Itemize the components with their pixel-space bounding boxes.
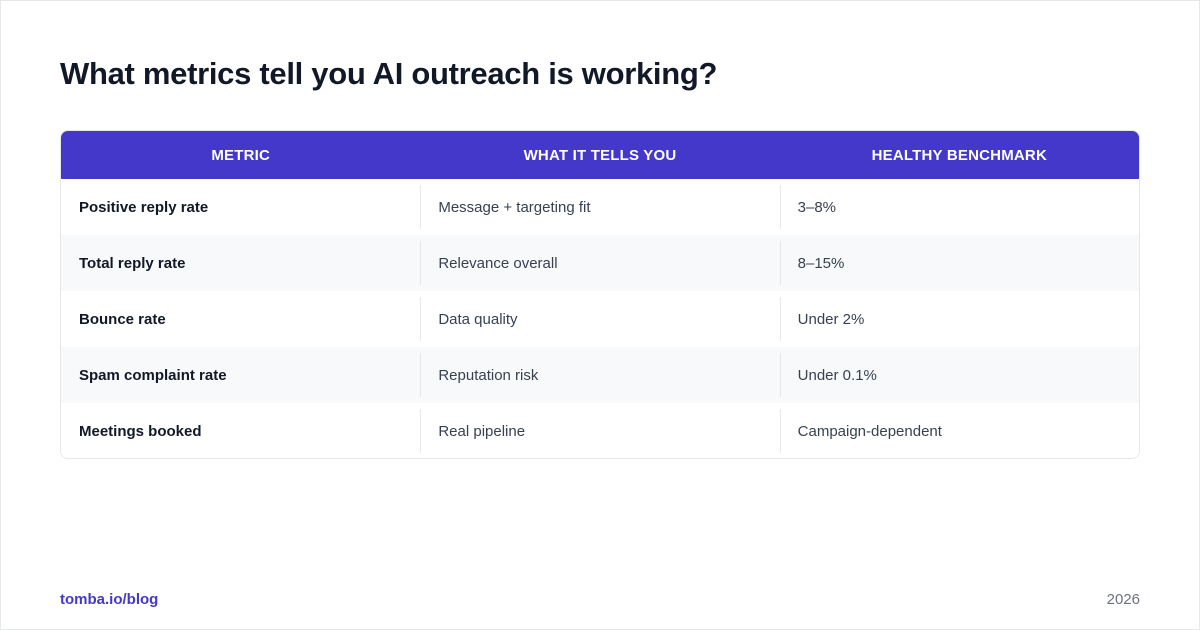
metrics-table: METRIC WHAT IT TELLS YOU HEALTHY BENCHMA…: [60, 130, 1140, 459]
table-row: Positive reply rate Message + targeting …: [61, 179, 1139, 235]
benchmark-cell: Under 2%: [779, 291, 1139, 347]
metric-cell: Positive reply rate: [79, 198, 209, 216]
table-row: Spam complaint rate Reputation risk Unde…: [61, 347, 1139, 403]
header-benchmark: HEALTHY BENCHMARK: [871, 146, 1047, 164]
meaning-cell: Real pipeline: [420, 403, 779, 458]
benchmark-cell: Under 0.1%: [779, 347, 1139, 403]
meaning-cell: Data quality: [420, 291, 779, 347]
table-header: METRIC WHAT IT TELLS YOU HEALTHY BENCHMA…: [61, 131, 1139, 179]
footer-year: 2026: [1106, 591, 1140, 608]
table-row: Meetings booked Real pipeline Campaign-d…: [61, 403, 1139, 458]
metric-cell: Spam complaint rate: [79, 366, 227, 384]
page-title: What metrics tell you AI outreach is wor…: [60, 56, 718, 91]
metric-cell: Total reply rate: [79, 254, 186, 272]
table-row: Bounce rate Data quality Under 2%: [61, 291, 1139, 347]
meaning-cell: Message + targeting fit: [420, 179, 779, 235]
header-metric: METRIC: [211, 146, 271, 164]
benchmark-cell: 3–8%: [779, 179, 1139, 235]
header-meaning: WHAT IT TELLS YOU: [523, 146, 677, 164]
metric-cell: Bounce rate: [79, 310, 166, 328]
benchmark-cell: Campaign-dependent: [779, 403, 1139, 458]
benchmark-cell: 8–15%: [779, 235, 1139, 291]
metric-cell: Meetings booked: [79, 422, 202, 440]
table-row: Total reply rate Relevance overall 8–15%: [61, 235, 1139, 291]
blog-link[interactable]: tomba.io/blog: [60, 591, 159, 608]
meaning-cell: Reputation risk: [420, 347, 779, 403]
meaning-cell: Relevance overall: [420, 235, 779, 291]
